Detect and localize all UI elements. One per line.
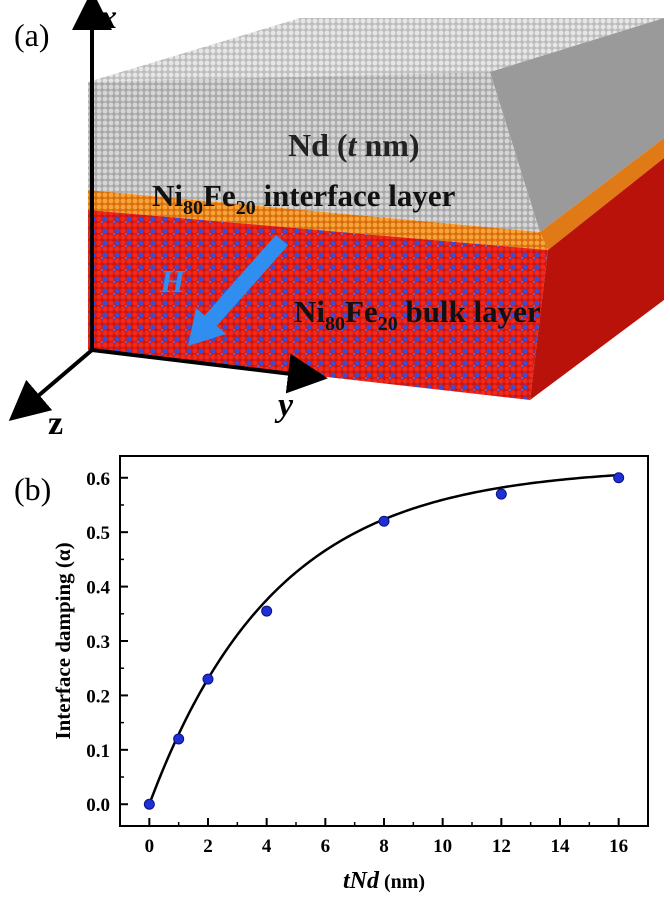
axis-y-label: y — [274, 387, 294, 424]
field-label: H — [159, 263, 186, 299]
x-tick-label: 16 — [609, 836, 628, 857]
panel-a-label: (a) — [14, 17, 50, 53]
y-ticks: 0.0 0.1 0.2 0.3 0.4 0.5 0.6 — [86, 469, 128, 816]
axis-z-arrow — [8, 348, 94, 421]
y-tick-label: 0.6 — [86, 469, 110, 490]
y-tick-label: 0.5 — [86, 523, 110, 544]
x-tick-label: 8 — [379, 836, 389, 857]
data-point — [378, 515, 390, 527]
bulk-layer-label: Ni80Fe20 bulk layer — [294, 294, 541, 335]
bulk-layer-front — [88, 210, 548, 400]
data-point — [202, 673, 214, 685]
x-tick-label: 6 — [321, 836, 331, 857]
x-tick-label: 12 — [492, 836, 511, 857]
y-axis-label: Interface damping (α) — [51, 542, 75, 739]
nd-side-face — [490, 18, 664, 232]
x-ticks: 0 2 4 6 8 10 12 14 16 — [145, 818, 628, 857]
data-points — [143, 472, 625, 810]
y-tick-label: 0.1 — [86, 741, 110, 762]
y-tick-label: 0.2 — [86, 686, 110, 707]
data-point — [261, 605, 273, 617]
interface-layer-front — [88, 190, 548, 250]
x-tick-label: 10 — [433, 836, 452, 857]
damping-chart: (b) 0 2 4 6 8 10 12 14 16 0.00.10.20.30.40.50.6 … — [14, 455, 649, 894]
nd-front-face — [88, 72, 540, 232]
field-arrow — [200, 234, 288, 332]
nd-layer-label: Nd (t nm) — [288, 127, 420, 163]
bulk-layer-side — [530, 158, 664, 400]
x-tick-label: 0 — [145, 836, 155, 857]
axis-y-arrow — [91, 348, 328, 394]
nd-top-face — [88, 18, 664, 82]
x-axis-label: tNd (nm) — [343, 868, 425, 894]
x-tick-label: 4 — [262, 836, 272, 857]
data-point — [173, 733, 185, 745]
layer-schematic: (a) x y z H Nd (t nm) Ni80Fe20 interface… — [8, 0, 664, 440]
axis-z-label: z — [48, 405, 63, 440]
data-point — [495, 488, 507, 500]
field-arrow-head — [188, 308, 226, 346]
y-tick-label: 0.4 — [86, 578, 110, 599]
interface-layer-label: Ni80Fe20 interface layer — [152, 178, 456, 219]
x-tick-label: 14 — [551, 836, 571, 857]
interface-layer-side — [540, 138, 664, 250]
data-point — [143, 798, 155, 810]
y-tick-label: 0.3 — [86, 632, 110, 653]
plot-frame — [119, 455, 649, 827]
data-point — [613, 472, 625, 484]
x-tick-label: 2 — [203, 836, 213, 857]
axis-x-label: x — [99, 0, 117, 36]
panel-b-label: (b) — [14, 471, 51, 507]
y-tick-label: 0.0 — [86, 795, 110, 816]
